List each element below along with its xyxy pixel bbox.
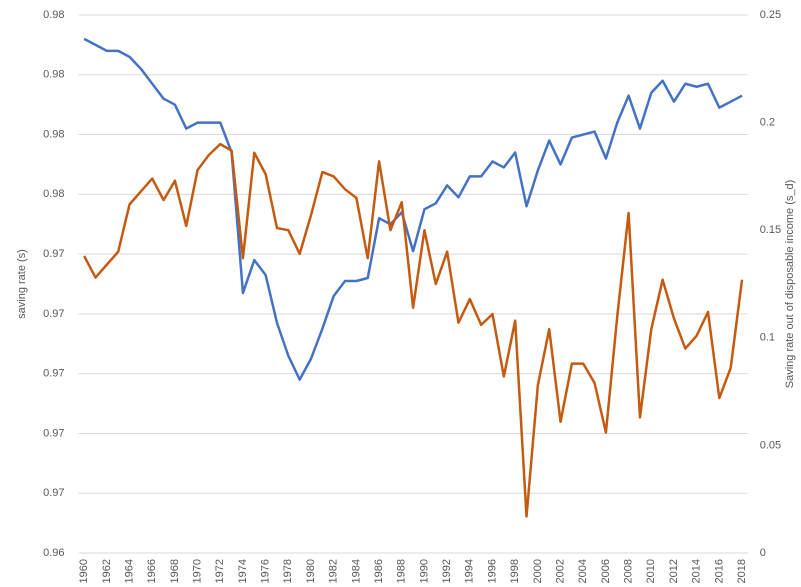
x-tick-label: 1976 [260, 559, 272, 583]
y2-tick-label: 0.15 [760, 224, 781, 236]
x-tick-label: 1992 [441, 559, 453, 583]
x-tick-label: 2000 [532, 559, 544, 583]
y-tick-label: 0.98 [43, 188, 64, 200]
y-tick-label: 0.97 [43, 368, 64, 380]
y2-tick-label: 0.1 [760, 332, 775, 344]
x-tick-label: 2012 [668, 559, 680, 583]
x-tick-label: 1988 [396, 559, 408, 583]
x-tick-label: 1978 [282, 559, 294, 583]
x-tick-label: 1980 [305, 559, 317, 583]
y-tick-label: 0.97 [43, 427, 64, 439]
y-axis-title: saving rate (s) [16, 249, 28, 319]
y-tick-label: 0.98 [43, 69, 64, 81]
y2-axis-title: Saving rate out of disposable income (s_… [784, 180, 796, 389]
x-tick-label: 1966 [146, 559, 158, 583]
x-tick-label: 1994 [464, 559, 476, 583]
x-tick-label: 1986 [373, 559, 385, 583]
x-tick-label: 1990 [418, 559, 430, 583]
y-tick-label: 0.98 [43, 128, 64, 140]
y2-tick-label: 0 [760, 547, 766, 559]
x-tick-label: 2016 [713, 559, 725, 583]
x-tick-label: 1998 [509, 559, 521, 583]
x-tick-label: 1962 [101, 559, 113, 583]
series-line [83, 142, 744, 518]
x-tick-label: 2010 [645, 559, 657, 583]
x-tick-label: 1974 [237, 559, 249, 583]
x-tick-label: 2014 [691, 559, 703, 583]
x-tick-label: 1968 [169, 559, 181, 583]
x-tick-label: 1960 [78, 559, 90, 583]
x-tick-label: 1984 [350, 559, 362, 583]
x-tick-label: 1972 [214, 559, 226, 583]
x-tick-label: 2008 [623, 559, 635, 583]
x-tick-label: 1996 [486, 559, 498, 583]
x-tick-label: 1964 [123, 559, 135, 583]
x-tick-label: 1970 [192, 559, 204, 583]
x-tick-label: 2002 [554, 559, 566, 583]
y2-tick-label: 0.05 [760, 439, 781, 451]
y-tick-label: 0.97 [43, 308, 64, 320]
y-tick-label: 0.97 [43, 248, 64, 260]
y-tick-label: 0.96 [43, 547, 64, 559]
x-tick-label: 2006 [600, 559, 612, 583]
x-tick-label: 2004 [577, 559, 589, 583]
y-tick-label: 0.97 [43, 487, 64, 499]
y-tick-label: 0.98 [43, 9, 64, 21]
series-line [83, 37, 743, 381]
x-tick-label: 1982 [328, 559, 340, 583]
x-tick-label: 2018 [736, 559, 748, 583]
y2-tick-label: 0.25 [760, 9, 781, 21]
y2-tick-label: 0.2 [760, 117, 775, 129]
